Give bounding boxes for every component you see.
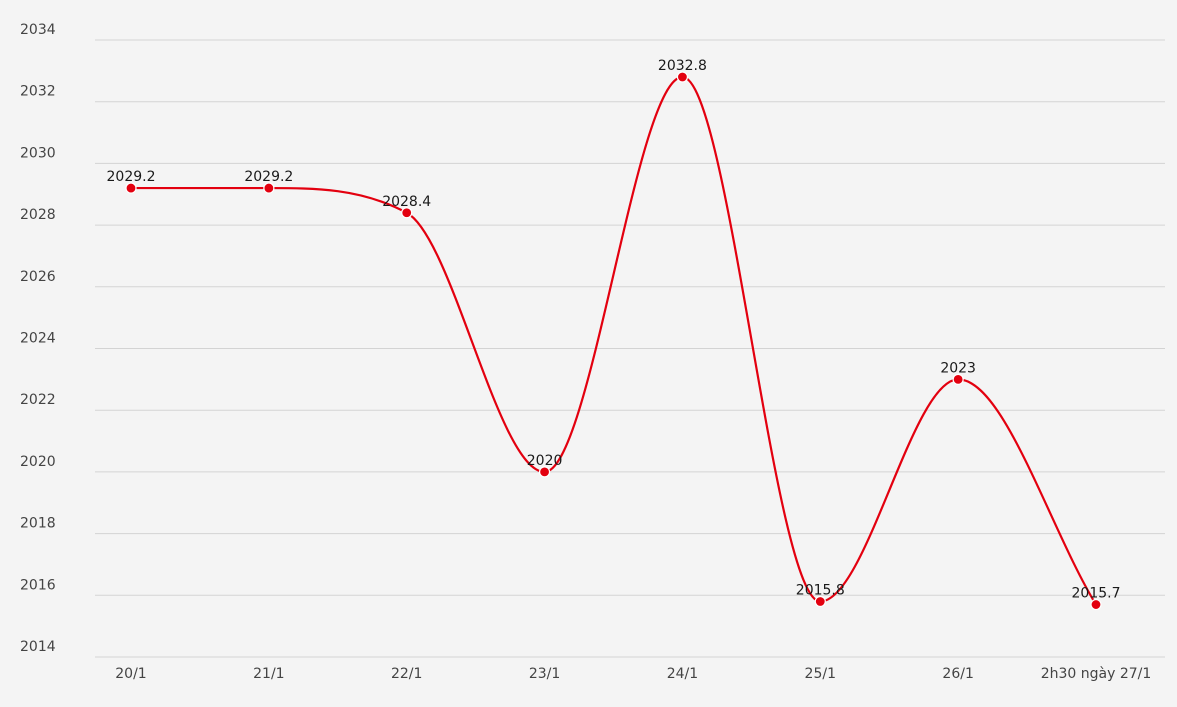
y-tick-label: 2022	[20, 392, 56, 408]
y-tick-label: 2020	[20, 454, 56, 470]
data-label: 2029.2	[244, 169, 293, 185]
y-tick-label: 2034	[20, 22, 56, 38]
x-tick-label: 21/1	[253, 666, 284, 682]
data-point[interactable]	[814, 595, 826, 608]
x-axis-ticks: 20/1 21/1 22/1 23/1 24/1 25/1 26/1 2h30 ngày 27…	[115, 666, 1151, 682]
series-line	[131, 75, 1097, 606]
data-label: 2023	[940, 360, 976, 376]
y-tick-label: 2016	[20, 577, 56, 593]
data-label: 2015.8	[796, 582, 845, 598]
y-axis-ticks: 2014 2016 2018 2020 2022 2024 2026 2028 2030 2032…	[20, 22, 56, 655]
x-tick-label: 2h30 ngày 27/1	[1041, 666, 1152, 682]
data-point[interactable]	[676, 71, 689, 83]
data-point[interactable]	[952, 373, 964, 385]
data-point[interactable]	[538, 466, 551, 478]
y-tick-label: 2014	[20, 639, 56, 655]
data-labels: 2029.2 2029.2 2028.4 2020 2032.8 2015.8 2023 20…	[107, 58, 1121, 602]
x-tick-label: 22/1	[391, 666, 422, 682]
data-label: 2028.4	[382, 194, 431, 210]
data-point[interactable]	[263, 182, 275, 194]
y-tick-label: 2024	[20, 331, 56, 347]
data-point[interactable]	[401, 207, 413, 219]
y-tick-label: 2028	[20, 207, 56, 223]
y-tick-label: 2018	[20, 516, 56, 532]
data-label: 2032.8	[658, 58, 707, 74]
series-line-layer	[131, 75, 1097, 606]
x-tick-label: 23/1	[529, 666, 560, 682]
y-tick-label: 2030	[20, 145, 56, 161]
y-tick-label: 2026	[20, 269, 56, 285]
x-tick-label: 24/1	[667, 666, 698, 682]
x-tick-label: 26/1	[942, 666, 973, 682]
gridlines	[95, 39, 1165, 658]
x-tick-label: 20/1	[115, 666, 146, 682]
data-point[interactable]	[1090, 598, 1102, 611]
data-label: 2015.7	[1072, 586, 1121, 602]
data-point[interactable]	[125, 182, 137, 194]
data-label: 2029.2	[107, 169, 156, 185]
y-tick-label: 2032	[20, 84, 56, 100]
data-points	[125, 71, 1102, 611]
x-tick-label: 25/1	[805, 666, 836, 682]
data-label: 2020	[527, 453, 563, 469]
